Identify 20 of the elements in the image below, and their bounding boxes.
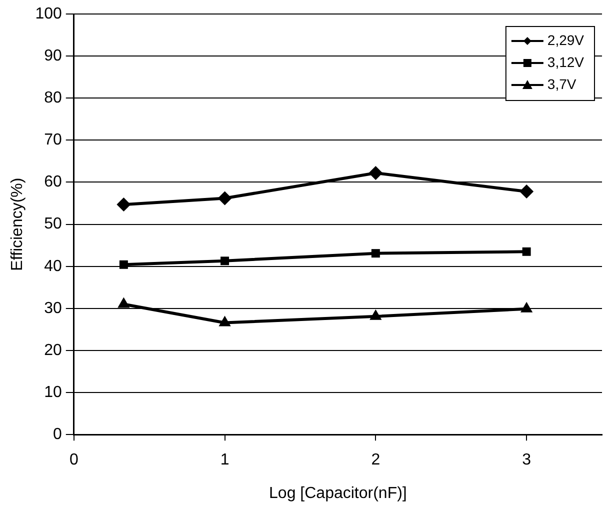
legend-label: 3,7V — [547, 76, 577, 92]
y-tick-label: 60 — [44, 174, 62, 191]
y-tick-label: 70 — [44, 132, 62, 149]
y-axis-title: Efficiency(%) — [9, 178, 26, 271]
x-tick-label: 3 — [522, 452, 532, 469]
legend-label: 2,29V — [547, 32, 585, 48]
y-tick-label: 90 — [44, 47, 62, 64]
legend-label: 3,12V — [547, 54, 585, 70]
x-tick-label: 1 — [220, 452, 230, 469]
x-axis-title: Log [Capacitor(nF)] — [269, 484, 407, 502]
y-tick-label: 50 — [44, 216, 62, 233]
x-tick-label: 2 — [371, 452, 380, 469]
y-tick-label: 30 — [44, 300, 62, 317]
y-tick-label: 10 — [44, 384, 62, 401]
x-tick-label: 0 — [69, 452, 78, 469]
y-tick-label: 80 — [44, 90, 62, 107]
y-tick-label: 20 — [44, 342, 62, 359]
y-tick-label: 40 — [44, 258, 62, 275]
y-tick-label: 0 — [52, 426, 62, 444]
y-tick-label: 100 — [35, 5, 62, 22]
